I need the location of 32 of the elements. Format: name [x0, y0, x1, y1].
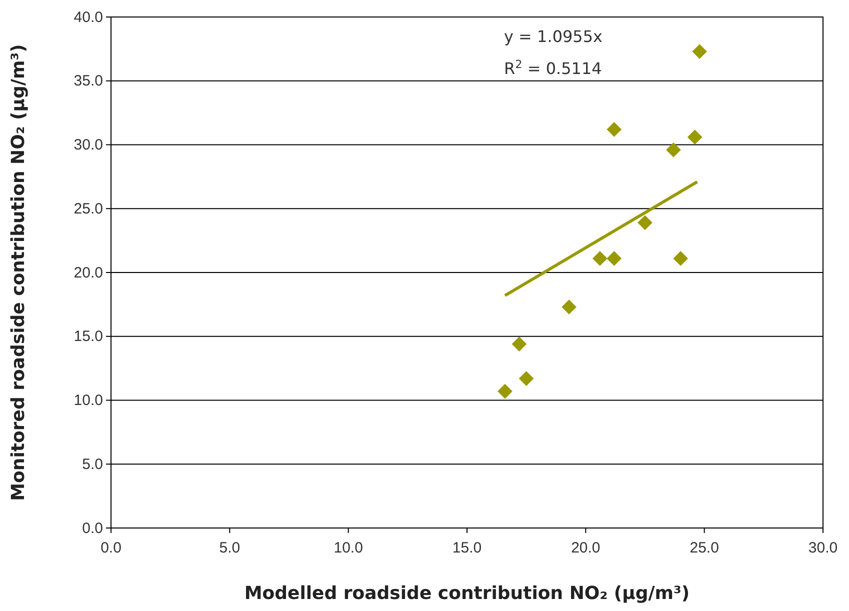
point	[562, 300, 576, 314]
x-tick-label: 10.0	[334, 540, 363, 556]
y-axis-title: Monitored roadside contribution NO₂ (μg/m³)	[8, 44, 29, 501]
annotation: R$^{2}$ = 0.5114	[504, 58, 602, 78]
point	[498, 384, 512, 399]
point	[673, 251, 688, 266]
x-tick-label: 5.0	[219, 540, 240, 556]
point	[606, 122, 622, 137]
annotation: y = 1.0955x	[504, 27, 602, 46]
point	[518, 371, 534, 386]
point	[592, 251, 608, 266]
x-tick-label: 0.0	[100, 540, 122, 556]
x-axis-title: Modelled roadside contribution NO₂ (μg/m³)	[244, 583, 690, 604]
y-tick-label: 5.0	[82, 456, 103, 473]
x-tick-label: 25.0	[690, 540, 719, 556]
point	[512, 336, 527, 352]
x-tick-label: 20.0	[571, 540, 600, 556]
y-tick-label: 25.0	[74, 200, 103, 218]
y-tick-label: 10.0	[74, 392, 103, 410]
point	[687, 130, 702, 144]
y-tick-label: 15.0	[74, 328, 103, 346]
y-tick-label: 20.0	[74, 264, 103, 282]
y-tick-label: 40.0	[74, 8, 103, 26]
point	[606, 251, 622, 266]
x-tick-label: 30.0	[808, 540, 838, 556]
y-tick-label: 0.0	[82, 520, 103, 537]
y-tick-label: 30.0	[74, 136, 103, 154]
point	[666, 142, 681, 158]
point	[692, 44, 708, 59]
x-tick-label: 15.0	[452, 540, 482, 556]
y-tick-label: 35.0	[74, 72, 103, 90]
point	[638, 215, 652, 230]
